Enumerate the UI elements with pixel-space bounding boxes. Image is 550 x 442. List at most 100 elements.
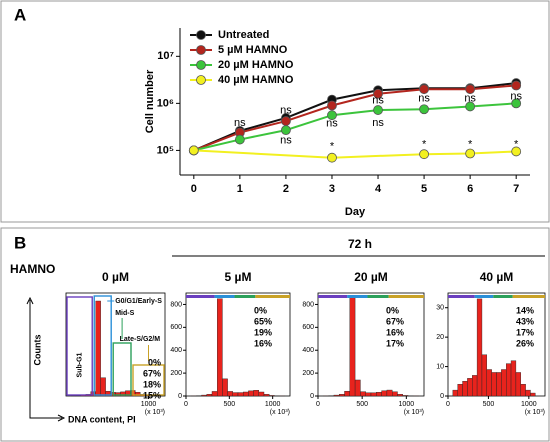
histogram-bar bbox=[467, 378, 473, 397]
histogram-bar bbox=[258, 391, 265, 397]
histogram-bar bbox=[222, 378, 228, 397]
axis-arrows bbox=[26, 296, 66, 422]
data-point bbox=[511, 146, 522, 157]
histogram-bar bbox=[530, 392, 536, 397]
gate-bar bbox=[367, 295, 389, 298]
histogram-bar bbox=[206, 394, 213, 397]
x-tick-label: 4 bbox=[375, 183, 382, 195]
series-line bbox=[193, 102, 517, 152]
data-point bbox=[465, 84, 476, 95]
histogram-bar bbox=[481, 354, 488, 397]
gate-bar bbox=[388, 295, 424, 298]
histogram-bar bbox=[452, 389, 458, 397]
histogram-bar bbox=[135, 392, 141, 397]
gate-percentage: 19% bbox=[254, 327, 272, 337]
x-tick-label: 5 bbox=[421, 183, 427, 195]
x-tick-label: 0 bbox=[184, 401, 188, 408]
gate-percentage: 16% bbox=[254, 338, 272, 348]
legend-marker bbox=[196, 75, 206, 85]
y-tick-label: 0 bbox=[440, 393, 444, 400]
gate-percentage: 67% bbox=[386, 316, 404, 326]
panel-letter: A bbox=[14, 5, 26, 24]
y-tick-label: 10⁷ bbox=[157, 50, 174, 62]
x-tick-label: 1 bbox=[237, 183, 243, 195]
y-tick-label: 10⁵ bbox=[157, 144, 174, 156]
y-tick-label: 400 bbox=[302, 347, 314, 354]
data-point bbox=[465, 101, 476, 112]
gate-name: Late-S/G2/M bbox=[120, 336, 161, 343]
histogram-bar bbox=[472, 375, 478, 397]
data-point bbox=[373, 88, 383, 99]
x-axis-label: Day bbox=[345, 206, 366, 218]
gate-percentage: 43% bbox=[516, 316, 534, 326]
histogram-bar bbox=[462, 381, 468, 397]
histogram-bar bbox=[248, 390, 254, 397]
histogram-bar bbox=[486, 369, 492, 397]
x-axis-label: DNA content, PI bbox=[68, 414, 136, 424]
histogram-bar bbox=[333, 394, 340, 397]
histogram-bar bbox=[344, 390, 351, 397]
x-tick-label: 0 bbox=[316, 401, 320, 408]
y-axis-label: Cell number bbox=[144, 69, 156, 133]
gate-bar bbox=[234, 295, 256, 298]
histogram-bar bbox=[491, 372, 497, 397]
annotation: ns bbox=[326, 118, 338, 130]
histogram-bar bbox=[100, 377, 106, 397]
x-tick-label: 1000 bbox=[141, 401, 157, 408]
gate-percentage: 0% bbox=[254, 305, 267, 315]
histogram-bar bbox=[397, 394, 404, 397]
time-label: 72 h bbox=[348, 237, 372, 251]
data-point bbox=[419, 149, 429, 160]
histogram-bar bbox=[386, 389, 393, 397]
gate-percentage: 15% bbox=[143, 390, 161, 400]
gate-bar bbox=[493, 295, 513, 298]
annotation: ns bbox=[418, 92, 430, 104]
gate-percentage: 26% bbox=[516, 338, 534, 348]
data-point bbox=[373, 105, 383, 115]
histogram-bar bbox=[515, 372, 521, 397]
histogram-bar bbox=[339, 394, 345, 397]
legend-label: Untreated bbox=[218, 29, 269, 41]
x-tick-label: 1000 bbox=[521, 401, 537, 408]
histogram-bar bbox=[376, 392, 382, 397]
plot-frame bbox=[317, 292, 425, 397]
histogram-bar bbox=[232, 392, 239, 397]
x-unit: (x 10³) bbox=[404, 409, 424, 416]
data-point bbox=[419, 104, 429, 115]
annotation: ns bbox=[372, 94, 384, 106]
histogram-bar bbox=[354, 379, 361, 397]
y-tick-label: 200 bbox=[302, 370, 314, 377]
x-tick-label: 1000 bbox=[265, 401, 281, 408]
y-tick-label: 600 bbox=[170, 324, 182, 331]
y-tick-label: 800 bbox=[302, 301, 314, 308]
histogram-bar bbox=[525, 389, 531, 397]
y-tick-label: 800 bbox=[170, 301, 182, 308]
annotation: * bbox=[468, 138, 473, 150]
legend-marker bbox=[196, 60, 206, 70]
x-unit: (x 10³) bbox=[525, 409, 545, 416]
data-point bbox=[234, 134, 245, 145]
chart-title: 0 µM bbox=[102, 270, 129, 284]
panel-letter: B bbox=[14, 233, 26, 252]
plot-frame bbox=[185, 292, 291, 397]
data-point bbox=[511, 80, 522, 91]
histogram-bar bbox=[269, 395, 275, 397]
x-unit: (x 10³) bbox=[270, 409, 290, 416]
legend-marker bbox=[196, 45, 206, 55]
gate-bar bbox=[186, 295, 215, 298]
y-tick-label: 0 bbox=[178, 393, 182, 400]
x-tick-label: 500 bbox=[483, 401, 495, 408]
histogram-bar bbox=[242, 391, 249, 397]
histogram-bar bbox=[496, 372, 502, 397]
histogram-bar bbox=[381, 390, 388, 397]
gate-percentage: 67% bbox=[143, 368, 161, 378]
gate-box bbox=[66, 296, 93, 396]
gate-bar bbox=[448, 295, 475, 298]
chart-title: 5 µM bbox=[225, 270, 252, 284]
gate-name: Sub-G1 bbox=[76, 352, 83, 377]
gate-bar bbox=[318, 295, 348, 298]
histogram-bar bbox=[227, 391, 234, 397]
x-tick-label: 7 bbox=[513, 183, 519, 195]
data-point bbox=[465, 148, 476, 159]
